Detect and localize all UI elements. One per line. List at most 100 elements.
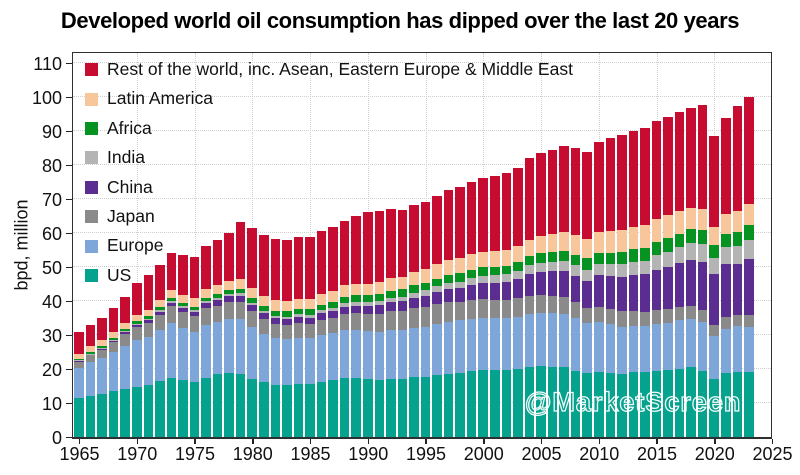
segment-latin-america-2001: [490, 251, 500, 267]
legend-swatch-japan: [85, 210, 98, 224]
segment-us-1999: [466, 370, 477, 437]
segment-europe-1989: [351, 330, 361, 379]
segment-africa-1984: [293, 308, 304, 315]
bar-1999: [466, 182, 477, 437]
segment-africa-2012: [617, 251, 627, 265]
y-tick-label-60: 60: [41, 223, 62, 244]
segment-japan-2019: [697, 309, 708, 323]
segment-africa-2022: [732, 231, 743, 247]
segment-europe-2000: [478, 318, 489, 371]
segment-india-1965: [74, 360, 84, 362]
segment-china-1970: [131, 325, 142, 327]
segment-japan-1975: [189, 316, 200, 332]
segment-india-1996: [432, 286, 442, 292]
segment-rest-of-the-world-inc-asean-eastern-europe-middle-east-2001: [490, 175, 500, 251]
segment-europe-1975: [189, 332, 200, 382]
segment-rest-of-the-world-inc-asean-eastern-europe-middle-east-1990: [362, 212, 373, 284]
segment-rest-of-the-world-inc-asean-eastern-europe-middle-east-2005: [536, 153, 546, 236]
segment-latin-america-1992: [386, 278, 396, 291]
segment-rest-of-the-world-inc-asean-eastern-europe-middle-east-1969: [120, 296, 130, 323]
segment-europe-1992: [386, 329, 396, 380]
segment-latin-america-1979: [235, 279, 246, 290]
segment-latin-america-1975: [189, 298, 200, 307]
segment-africa-1975: [189, 306, 200, 311]
segment-europe-1996: [432, 323, 442, 375]
segment-africa-2006: [547, 251, 558, 262]
segment-india-2021: [721, 247, 731, 265]
segment-rest-of-the-world-inc-asean-eastern-europe-middle-east-1994: [409, 205, 419, 273]
chart-title: Developed world oil consumption has dipp…: [60, 8, 740, 33]
segment-africa-2019: [697, 230, 708, 245]
segment-latin-america-1997: [443, 260, 454, 276]
segment-japan-2001: [490, 299, 500, 319]
segment-japan-1981: [259, 318, 269, 334]
segment-latin-america-2002: [501, 249, 512, 266]
segment-europe-1988: [339, 330, 350, 379]
segment-latin-america-2022: [732, 210, 743, 232]
segment-rest-of-the-world-inc-asean-eastern-europe-middle-east-2006: [547, 150, 558, 235]
segment-latin-america-2000: [478, 251, 489, 268]
bar-2001: [490, 175, 500, 437]
segment-us-1979: [235, 374, 246, 437]
y-tick-70: [66, 198, 72, 201]
legend-item-china: China: [85, 173, 573, 202]
x-tick-label-2015: 2015: [636, 444, 678, 464]
segment-africa-2005: [536, 252, 546, 263]
segment-india-1968: [108, 340, 119, 342]
y-tick-label-100: 100: [31, 87, 62, 108]
segment-us-1988: [339, 378, 350, 437]
segment-china-2012: [617, 276, 627, 312]
segment-india-1972: [155, 310, 165, 312]
segment-europe-2008: [570, 318, 581, 371]
segment-china-1996: [432, 291, 442, 305]
segment-india-1981: [259, 310, 269, 314]
segment-africa-2020: [709, 245, 720, 259]
segment-us-2011: [605, 372, 616, 437]
segment-latin-america-1980: [247, 288, 258, 299]
segment-india-1984: [293, 314, 304, 318]
segment-europe-1990: [362, 331, 373, 380]
segment-rest-of-the-world-inc-asean-eastern-europe-middle-east-2017: [674, 112, 685, 212]
segment-africa-1992: [386, 290, 396, 298]
bar-1971: [143, 275, 154, 437]
segment-china-1968: [108, 341, 119, 343]
bar-2002: [501, 173, 512, 437]
segment-china-1979: [235, 295, 246, 302]
segment-latin-america-2012: [617, 230, 627, 252]
segment-rest-of-the-world-inc-asean-eastern-europe-middle-east-2009: [582, 151, 592, 239]
bar-1965: [74, 332, 84, 437]
segment-china-1989: [351, 305, 361, 314]
segment-us-1965: [74, 397, 84, 437]
segment-rest-of-the-world-inc-asean-eastern-europe-middle-east-2022: [732, 106, 743, 211]
segment-africa-1980: [247, 298, 258, 303]
segment-rest-of-the-world-inc-asean-eastern-europe-middle-east-1997: [443, 189, 454, 261]
segment-india-2002: [501, 274, 512, 283]
bar-1981: [259, 234, 269, 437]
segment-latin-america-1991: [374, 282, 385, 295]
segment-rest-of-the-world-inc-asean-eastern-europe-middle-east-1987: [328, 227, 338, 291]
segment-japan-1970: [131, 326, 142, 340]
segment-africa-1986: [316, 304, 327, 311]
gridline-v-1970: [136, 53, 138, 437]
gridline-h-110: [73, 62, 771, 64]
segment-china-2006: [547, 271, 558, 296]
segment-us-2019: [697, 371, 708, 437]
segment-rest-of-the-world-inc-asean-eastern-europe-middle-east-1993: [397, 209, 408, 277]
segment-europe-2006: [547, 313, 558, 367]
segment-africa-2001: [490, 266, 500, 276]
segment-india-1979: [235, 293, 246, 296]
segment-latin-america-2003: [513, 246, 523, 263]
segment-japan-2008: [570, 302, 581, 319]
segment-china-1987: [328, 311, 338, 319]
segment-japan-2007: [559, 297, 569, 314]
bar-2021: [721, 117, 731, 437]
segment-africa-1965: [74, 358, 84, 361]
segment-rest-of-the-world-inc-asean-eastern-europe-middle-east-2007: [559, 146, 569, 233]
segment-rest-of-the-world-inc-asean-eastern-europe-middle-east-1995: [420, 201, 431, 270]
segment-africa-1967: [97, 345, 107, 348]
segment-india-1995: [420, 290, 431, 296]
segment-japan-1985: [305, 324, 315, 339]
segment-africa-1981: [259, 306, 269, 311]
x-tick-label-2010: 2010: [579, 444, 620, 464]
bar-1990: [362, 212, 373, 437]
